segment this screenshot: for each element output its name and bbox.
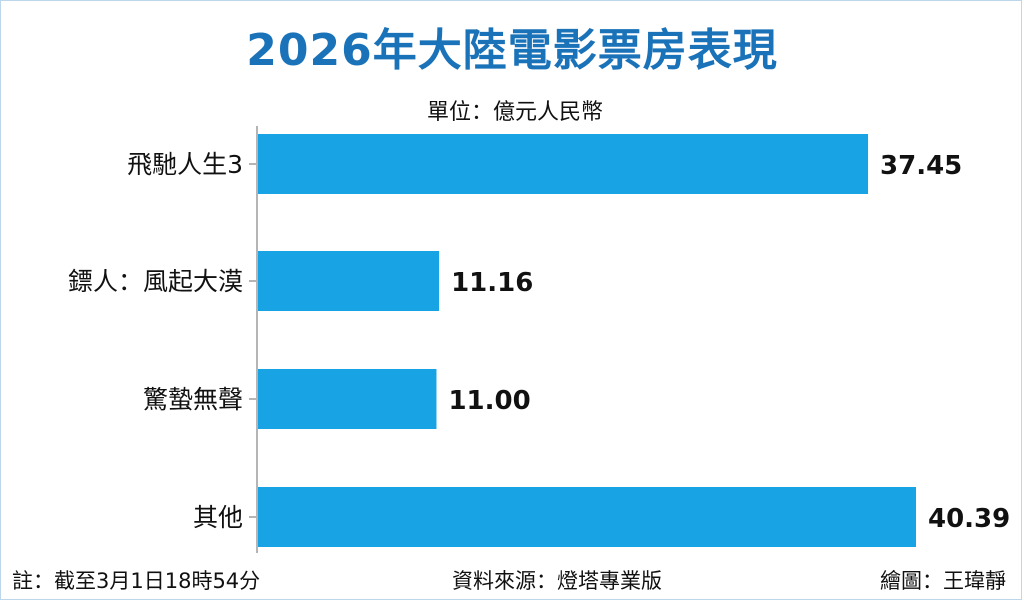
footnote: 註：截至3月1日18時54分 <box>12 569 261 593</box>
bar <box>257 134 869 194</box>
credit-note: 繪圖：王瑋靜 <box>880 569 1006 593</box>
unit-label: 單位：億元人民幣 <box>426 100 603 125</box>
value-label: 37.45 <box>880 151 962 181</box>
chart-title: 2026年大陸電影票房表現 <box>246 25 778 76</box>
category-label: 飛馳人生3 <box>127 150 243 179</box>
value-label: 40.39 <box>928 504 1010 534</box>
category-label: 鏢人：風起大漠 <box>68 267 243 296</box>
category-label: 其他 <box>193 503 243 532</box>
bar <box>257 251 440 311</box>
value-label: 11.00 <box>448 386 530 416</box>
value-label: 11.16 <box>451 268 533 298</box>
source-note: 資料來源：燈塔專業版 <box>452 569 662 593</box>
bar <box>257 487 916 547</box>
bar <box>257 369 437 429</box>
category-label: 驚蟄無聲 <box>143 385 243 414</box>
